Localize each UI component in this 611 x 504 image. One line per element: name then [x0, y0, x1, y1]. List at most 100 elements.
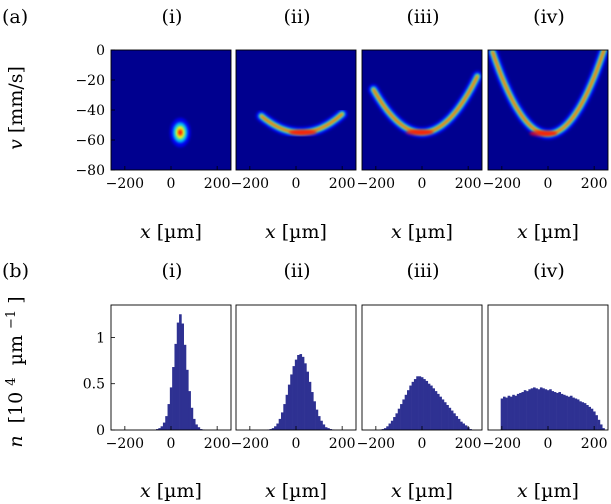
- histogram-iv-bar: [516, 393, 520, 430]
- histogram-i-bar: [192, 418, 196, 430]
- histogram-iii-bar: [430, 385, 433, 430]
- histogram-iii-bar: [427, 383, 431, 430]
- heatmap-i-xlabel: x [µm]: [140, 221, 202, 243]
- histogram-i-xtick-label: 200: [204, 436, 231, 452]
- histogram-i-xlabel: x [µm]: [140, 480, 202, 502]
- heatmap-ii-peak: [288, 129, 317, 136]
- histogram-iii-bar: [432, 388, 435, 430]
- histogram-iii-bar: [420, 377, 424, 430]
- histogram-iv-bar: [544, 389, 548, 430]
- heatmap-i-ytick-label: −60: [75, 133, 105, 149]
- histogram-ii-bar: [308, 381, 312, 430]
- histogram-i-ytick-label: 1: [96, 330, 105, 346]
- histogram-ii-bar: [304, 363, 307, 430]
- histogram-iv-xlabel-var: x: [517, 480, 528, 502]
- histogram-iii-bar: [434, 391, 438, 430]
- histogram-iv-bar: [521, 392, 525, 430]
- histogram-i-bar: [190, 407, 194, 430]
- histogram-iii-xtick-label: −200: [357, 436, 395, 452]
- histogram-i-ytick-label: 0: [96, 423, 105, 439]
- histogram-iii-bar: [425, 380, 429, 430]
- histogram-iv-bar: [546, 390, 550, 430]
- svg-text:n [10 4 µm: n [10 4 µm −1 ]: [0, 296, 27, 447]
- histogram-ii-bar: [292, 366, 296, 430]
- ylabel-b-exp2: −1: [4, 310, 19, 329]
- histogram-iv-bar: [590, 408, 594, 430]
- histogram-iii-bar: [388, 423, 392, 430]
- heatmap-iii-xlabel: x [µm]: [391, 221, 453, 243]
- histogram-i-bar: [179, 314, 182, 430]
- histogram-i-bar: [172, 367, 175, 430]
- heatmap-iii-xlabel-unit: [µm]: [408, 221, 453, 243]
- histogram-iv-bar: [586, 405, 589, 430]
- histogram-ii-xtick-label: −200: [231, 436, 269, 452]
- histogram-ii-bar: [290, 374, 293, 430]
- histogram-iii-bar: [411, 381, 415, 430]
- histogram-iii-bar: [390, 420, 394, 430]
- histogram-iii-bar: [443, 402, 447, 430]
- histogram-i-ytick-label: 0.5: [83, 377, 105, 393]
- ylabel-b-exp: 4: [4, 377, 19, 385]
- histogram-ii-bar: [276, 423, 279, 430]
- heatmap-iv: [488, 50, 608, 170]
- histogram-iv-bar: [512, 394, 515, 430]
- heatmap-ii-xlabel-unit: [µm]: [282, 221, 327, 243]
- ylabel-b-unit-pre: [10: [5, 392, 27, 424]
- title-b-iii: (iii): [406, 260, 439, 282]
- histogram-ii-bar: [281, 412, 284, 430]
- histogram-i-bar: [183, 344, 187, 430]
- title-a-i: (i): [162, 6, 183, 28]
- histogram-iii-bar: [383, 428, 387, 430]
- heatmap-iii: [362, 50, 482, 170]
- histogram-iv-xtick-label: 0: [544, 436, 553, 452]
- histogram-iv-bar: [558, 392, 561, 430]
- histogram-i-xlabel-var: x: [140, 480, 151, 502]
- panel-label-a: (a): [2, 6, 28, 28]
- histogram-iii-bar: [397, 408, 401, 430]
- histogram-ii-bar: [271, 428, 275, 430]
- histogram-ii-bar: [322, 424, 326, 430]
- histogram-ii-bar: [311, 392, 314, 430]
- histogram-iv-bar: [560, 393, 564, 430]
- histogram-iii-bar: [423, 379, 426, 430]
- histogram-iv-bar: [551, 391, 555, 430]
- histogram-iii-bar: [393, 417, 396, 430]
- histogram-iv-bar: [535, 388, 538, 430]
- histogram-ii-bar: [294, 359, 298, 430]
- heatmap-iv-xlabel-var: x: [517, 221, 528, 243]
- heatmap-iii-xtick-label: −200: [357, 176, 395, 192]
- histogram-iii-bar: [441, 399, 445, 430]
- histogram-iii-bar: [448, 407, 452, 430]
- heatmap-ii-xtick-label: −200: [231, 176, 269, 192]
- histogram-iv-bar: [549, 389, 552, 430]
- heatmap-i-xtick-label: −200: [106, 176, 144, 192]
- histogram-iv-bar: [602, 428, 605, 430]
- histogram-i-bar: [188, 391, 191, 430]
- heatmap-i-density-level-3: [177, 129, 183, 136]
- histogram-iv-bar: [597, 419, 601, 430]
- histogram-i-bar: [197, 427, 201, 430]
- histogram-iv-bar: [505, 397, 508, 430]
- histogram-iii-bar: [381, 429, 385, 430]
- histogram-iv-bar: [514, 395, 518, 430]
- histogram-iv-bar: [519, 392, 522, 430]
- heatmap-ii-xlabel-var: x: [265, 221, 276, 243]
- histogram-iv-bar: [523, 390, 527, 430]
- ylabel-b-unit-post: ]: [5, 296, 27, 303]
- histogram-iv-bar: [574, 398, 578, 430]
- histogram-iii-bar: [409, 385, 412, 430]
- svg-text:v [mm/s]: v [mm/s]: [5, 66, 27, 150]
- histogram-ii-bar: [324, 427, 328, 430]
- heatmap-i: [111, 50, 231, 170]
- histogram-iii-bar: [404, 394, 408, 430]
- ylabel-a: v [mm/s]: [5, 66, 27, 150]
- ylabel-b-unit-mid: µm: [5, 335, 27, 365]
- heatmap-iii-xlabel-var: x: [391, 221, 402, 243]
- heatmap-ii-xtick-label: 200: [329, 176, 356, 192]
- histogram-iv-bar: [595, 415, 598, 430]
- heatmap-ii-background: [236, 50, 356, 170]
- histogram-ii-bar: [274, 426, 277, 430]
- histogram-ii-bar: [329, 429, 333, 430]
- heatmap-i-ytick-label: 0: [96, 43, 105, 59]
